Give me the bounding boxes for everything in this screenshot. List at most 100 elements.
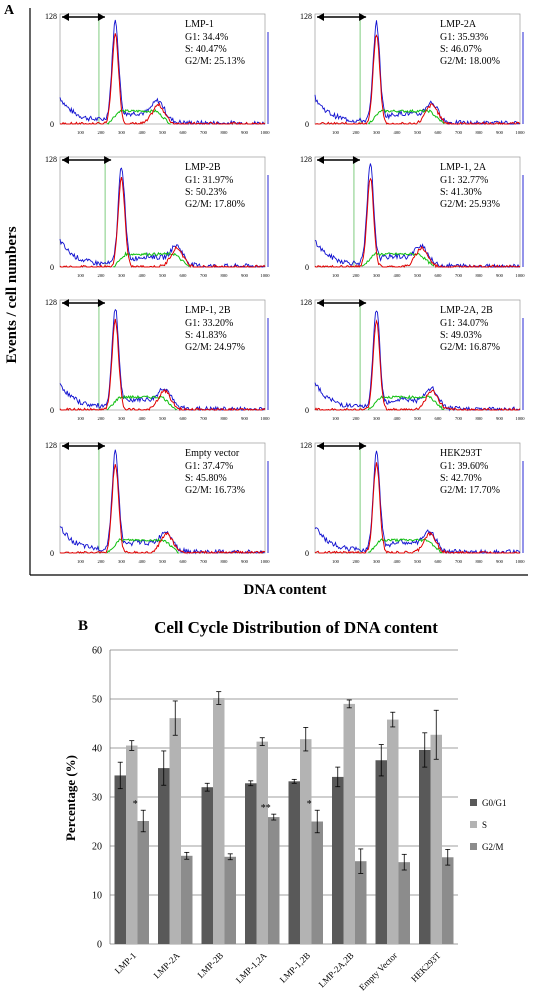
histogram-frame: [314, 13, 521, 125]
histogram-x-tick: 100: [77, 130, 85, 135]
histogram-stat-line: G2/M: 18.00%: [440, 56, 500, 67]
histogram-y-tick: 0: [305, 263, 309, 272]
histogram-sample-name: LMP-2A: [440, 19, 477, 30]
histogram-y-tick: 0: [50, 549, 54, 558]
s-phase-fit: [106, 394, 178, 411]
histogram-x-tick: 600: [180, 273, 188, 278]
chart-title: Cell Cycle Distribution of DNA content: [154, 618, 438, 637]
histogram-frame: [59, 156, 266, 268]
arrow-head-left: [317, 156, 324, 164]
histogram-x-tick: 800: [221, 130, 229, 135]
bar: [245, 783, 257, 944]
histogram-y-tick: 128: [300, 298, 312, 307]
s-phase-fit: [368, 108, 445, 125]
histogram-y-tick: 128: [300, 12, 312, 21]
bar-chart-ylabel: Percentage (%): [63, 755, 78, 841]
histogram-panel: 128 0 100 200 300 400 500 600 700 800 900 1000 LMP-2…: [300, 298, 525, 421]
histogram-x-tick: 300: [118, 559, 126, 564]
panel-b-label: B: [78, 618, 88, 634]
histogram-x-tick: 1000: [515, 273, 525, 278]
bar-chart: 0 10 20 30 40 50 60 LMP-1 LMP-2A LMP-2B LMP-1,2A LM…: [92, 646, 507, 993]
bar: [213, 698, 225, 944]
histogram-x-tick: 600: [435, 130, 443, 135]
model-fit-trace: [59, 33, 266, 125]
histogram-stat-line: S: 50.23%: [185, 187, 227, 198]
arrow-head-right: [359, 13, 367, 21]
x-tick-label: LMP-2B: [195, 950, 225, 980]
histogram-x-tick: 100: [332, 273, 340, 278]
histogram-x-tick: 600: [435, 416, 443, 421]
bar: [201, 787, 213, 944]
model-fit-trace: [314, 319, 521, 411]
legend-label: G2/M: [482, 842, 504, 852]
legend-swatch: [470, 843, 477, 850]
histogram-x-tick: 400: [139, 416, 147, 421]
y-tick-label: 50: [92, 695, 102, 706]
histogram-x-tick: 1000: [515, 130, 525, 135]
bar: [288, 781, 300, 944]
histogram-x-tick: 1000: [260, 130, 270, 135]
histogram-frame: [59, 13, 266, 125]
model-fit-trace: [314, 462, 520, 554]
histogram-stat-line: G1: 34.4%: [185, 32, 228, 43]
histogram-stat-line: G2/M: 24.97%: [185, 342, 245, 353]
histogram-frame: [59, 299, 266, 411]
histogram-x-tick: 300: [118, 130, 126, 135]
histogram-x-tick: 500: [159, 416, 167, 421]
bar: [387, 719, 399, 944]
histogram-x-tick: 200: [353, 559, 361, 564]
histogram-x-tick: 700: [455, 416, 463, 421]
bar: [343, 703, 355, 944]
histogram-y-tick: 128: [45, 441, 57, 450]
histogram-x-tick: 800: [476, 559, 484, 564]
histogram-x-tick: 300: [118, 273, 126, 278]
histogram-stat-line: G2/M: 25.13%: [185, 56, 245, 67]
s-phase-fit: [367, 394, 445, 411]
histogram-x-tick: 700: [200, 559, 208, 564]
arrow-head-left: [62, 13, 69, 21]
histogram-x-tick: 200: [98, 559, 106, 564]
bar: [300, 739, 312, 944]
events-trace: [59, 167, 266, 268]
model-fit-trace: [59, 318, 266, 412]
histogram-x-tick: 300: [373, 416, 381, 421]
significance-mark: **: [261, 803, 271, 814]
histogram-x-tick: 900: [496, 130, 504, 135]
histogram-stat-line: G1: 34.07%: [440, 318, 488, 329]
histogram-stat-line: G1: 31.97%: [185, 175, 233, 186]
arrow-head-left: [62, 156, 69, 164]
histogram-x-tick: 800: [476, 130, 484, 135]
model-fit-trace: [315, 34, 521, 125]
bar: [442, 857, 454, 944]
s-phase-fit: [361, 252, 435, 267]
legend-swatch: [470, 821, 477, 828]
histogram-stat-line: G1: 32.77%: [440, 175, 488, 186]
histogram-x-tick: 400: [139, 559, 147, 564]
histogram-x-tick: 400: [394, 416, 402, 421]
histogram-sample-name: LMP-1: [185, 19, 214, 30]
histogram-y-tick: 0: [50, 406, 54, 415]
histogram-x-tick: 400: [394, 273, 402, 278]
histogram-x-tick: 1000: [260, 416, 270, 421]
histogram-x-tick: 900: [496, 416, 504, 421]
histogram-y-tick: 0: [50, 120, 54, 129]
histogram-x-tick: 1000: [260, 559, 270, 564]
bar: [430, 734, 442, 944]
histogram-y-tick: 128: [300, 155, 312, 164]
bar: [224, 856, 236, 944]
legend-swatch: [470, 799, 477, 806]
histogram-frame: [314, 156, 521, 268]
histogram-x-tick: 300: [373, 273, 381, 278]
histogram-x-tick: 400: [139, 273, 147, 278]
legend-label: G0/G1: [482, 798, 507, 808]
histogram-y-tick: 0: [50, 263, 54, 272]
histogram-x-tick: 900: [496, 273, 504, 278]
significance-mark: *: [307, 799, 312, 810]
histogram-stat-line: G2/M: 16.87%: [440, 342, 500, 353]
y-tick-label: 60: [92, 646, 102, 657]
histogram-stat-line: G1: 39.60%: [440, 461, 488, 472]
histogram-x-tick: 1000: [515, 416, 525, 421]
histogram-y-tick: 128: [45, 298, 57, 307]
histogram-x-tick: 300: [373, 130, 381, 135]
